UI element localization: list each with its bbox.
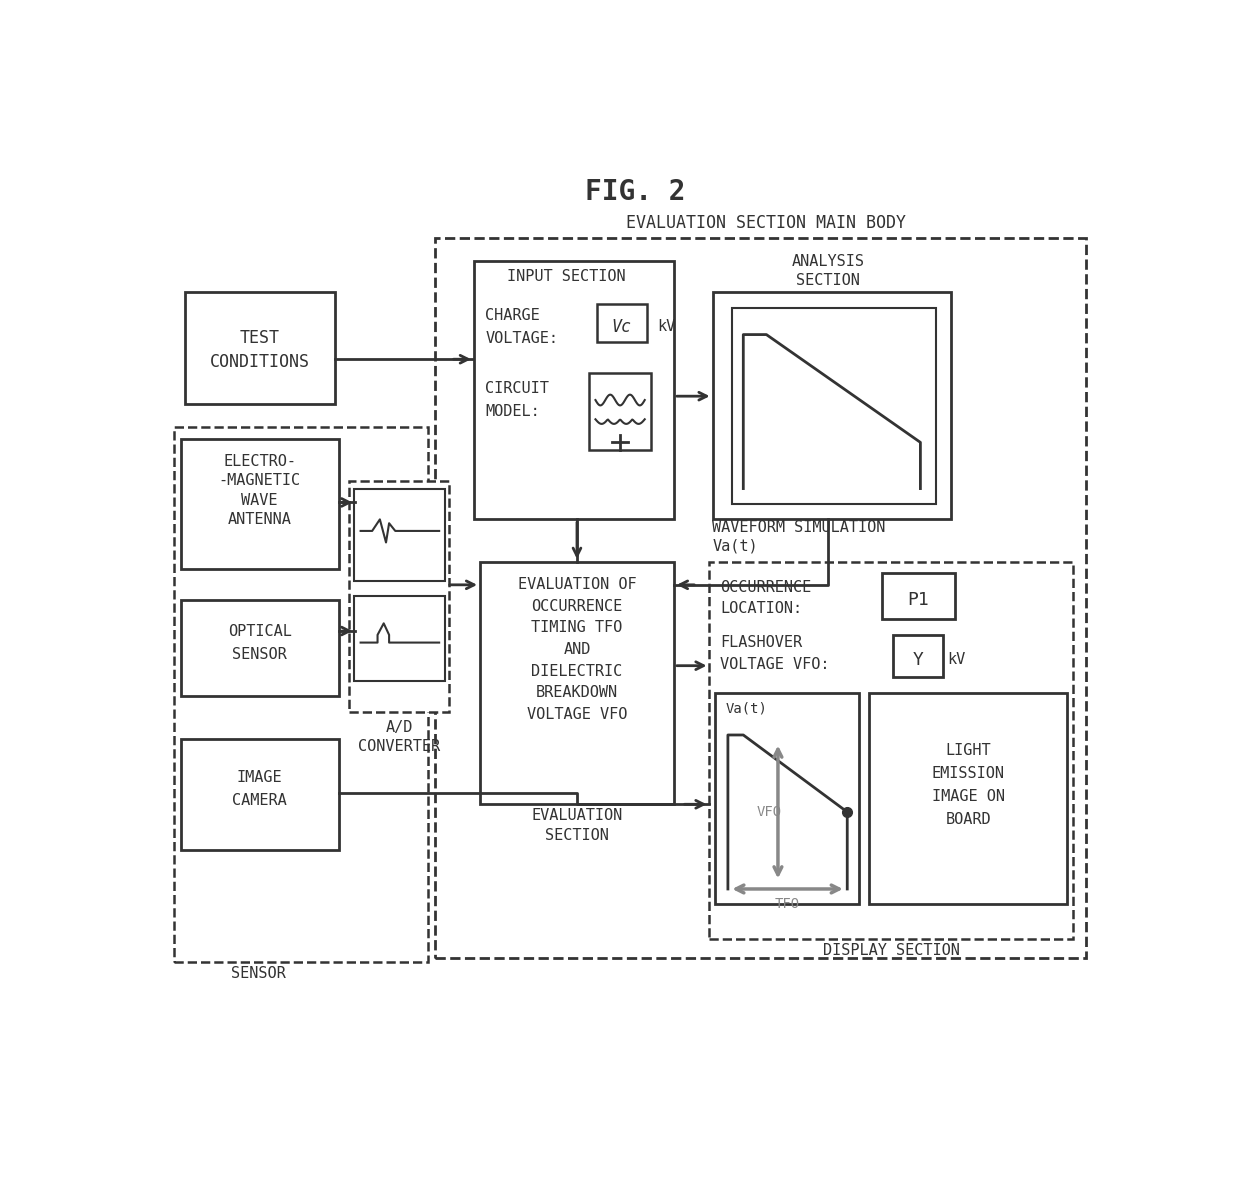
- Text: ANALYSIS: ANALYSIS: [791, 253, 864, 269]
- Bar: [174, 427, 428, 963]
- Text: IMAGE ON: IMAGE ON: [931, 789, 1004, 804]
- Bar: [732, 308, 936, 504]
- Text: OCCURRENCE: OCCURRENCE: [720, 580, 811, 594]
- Text: TFO: TFO: [775, 897, 800, 912]
- Text: kV: kV: [947, 652, 966, 667]
- Bar: [435, 238, 1086, 958]
- Text: CONVERTER: CONVERTER: [358, 739, 440, 754]
- Text: SENSOR: SENSOR: [231, 966, 285, 982]
- Text: FLASHOVER: FLASHOVER: [720, 635, 802, 650]
- Text: INPUT SECTION: INPUT SECTION: [507, 269, 625, 284]
- Text: kV: kV: [657, 320, 676, 334]
- Bar: [355, 597, 445, 681]
- Bar: [596, 304, 647, 342]
- Bar: [181, 600, 339, 696]
- Bar: [181, 739, 339, 850]
- Text: DIELECTRIC: DIELECTRIC: [532, 663, 622, 678]
- Text: VOLTAGE VFO:: VOLTAGE VFO:: [720, 657, 830, 671]
- Text: CAMERA: CAMERA: [232, 793, 288, 807]
- Bar: [350, 481, 449, 712]
- Bar: [480, 561, 675, 804]
- Text: BOARD: BOARD: [945, 812, 991, 828]
- Bar: [709, 561, 1073, 939]
- Bar: [714, 693, 859, 905]
- Text: WAVEFORM SIMULATION: WAVEFORM SIMULATION: [713, 520, 885, 535]
- Text: FIG. 2: FIG. 2: [585, 178, 686, 206]
- Text: CONDITIONS: CONDITIONS: [210, 353, 310, 371]
- Text: CIRCUIT: CIRCUIT: [485, 381, 549, 395]
- Text: SECTION: SECTION: [796, 274, 859, 288]
- Text: SENSOR: SENSOR: [232, 646, 288, 662]
- Text: VFO: VFO: [756, 805, 781, 819]
- Text: ANTENNA: ANTENNA: [228, 511, 291, 527]
- Text: AND: AND: [563, 642, 590, 657]
- Text: EVALUATION SECTION MAIN BODY: EVALUATION SECTION MAIN BODY: [626, 214, 906, 232]
- Text: OPTICAL: OPTICAL: [228, 624, 291, 638]
- Text: Va(t): Va(t): [713, 539, 758, 554]
- Text: VOLTAGE VFO: VOLTAGE VFO: [527, 707, 627, 722]
- Text: EVALUATION OF: EVALUATION OF: [517, 578, 636, 592]
- Text: DISPLAY SECTION: DISPLAY SECTION: [822, 944, 960, 958]
- Text: MODEL:: MODEL:: [485, 404, 541, 419]
- Text: LOCATION:: LOCATION:: [720, 601, 802, 616]
- Text: WAVE: WAVE: [242, 493, 278, 508]
- Bar: [882, 573, 955, 619]
- Text: EMISSION: EMISSION: [931, 766, 1004, 781]
- Text: P1: P1: [908, 591, 929, 610]
- Text: SECTION: SECTION: [546, 828, 609, 843]
- Bar: [181, 438, 339, 570]
- Text: TEST: TEST: [239, 329, 280, 347]
- Text: Y: Y: [913, 650, 924, 669]
- Text: Va(t): Va(t): [725, 701, 768, 715]
- Bar: [589, 373, 651, 450]
- Text: Vc: Vc: [611, 317, 631, 336]
- Text: VOLTAGE:: VOLTAGE:: [485, 332, 558, 346]
- Bar: [894, 635, 944, 677]
- Text: CHARGE: CHARGE: [485, 308, 541, 323]
- Bar: [713, 292, 951, 520]
- Bar: [355, 489, 445, 581]
- Text: ELECTRO-: ELECTRO-: [223, 455, 296, 469]
- Text: A/D: A/D: [386, 720, 413, 735]
- Text: IMAGE: IMAGE: [237, 770, 283, 785]
- Bar: [185, 292, 335, 404]
- Text: BREAKDOWN: BREAKDOWN: [536, 686, 618, 700]
- Text: EVALUATION: EVALUATION: [532, 809, 622, 823]
- Bar: [869, 693, 1066, 905]
- Text: -MAGNETIC: -MAGNETIC: [218, 474, 301, 488]
- Text: LIGHT: LIGHT: [945, 742, 991, 758]
- Text: OCCURRENCE: OCCURRENCE: [532, 599, 622, 613]
- Bar: [474, 262, 675, 520]
- Text: TIMING TFO: TIMING TFO: [532, 620, 622, 636]
